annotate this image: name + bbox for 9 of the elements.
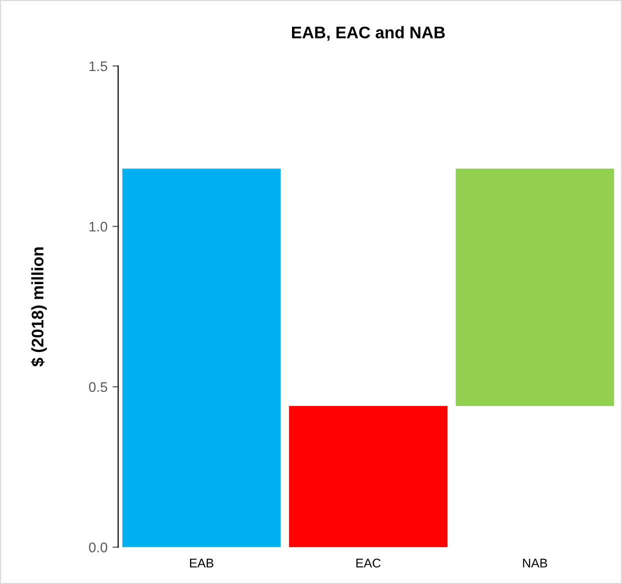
x-tick-label: EAC [356, 558, 381, 568]
y-tick-label: 0.0 [89, 542, 108, 552]
y-tick-label: 0.5 [89, 382, 108, 392]
x-tick-label: NAB [523, 558, 548, 568]
y-axis-title: $ (2018) million [30, 247, 47, 367]
y-tick-label: 1.5 [90, 61, 108, 72]
chart-title: EAB, EAC and NAB [292, 26, 445, 41]
y-tick-label: 1.0 [90, 222, 108, 232]
x-tick-label: EAB [190, 558, 214, 568]
